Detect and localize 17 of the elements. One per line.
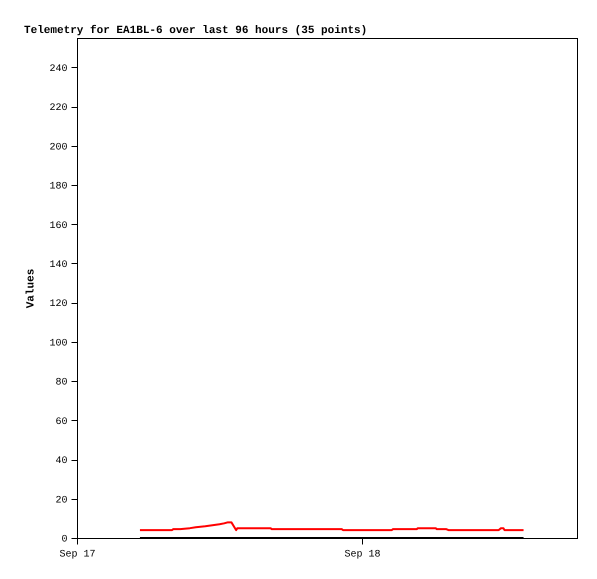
y-axis-title: Values	[25, 268, 38, 308]
y-tick-label: 120	[49, 299, 68, 310]
x-tick-label: Sep 17	[59, 550, 96, 560]
y-tick-label: 40	[55, 456, 68, 468]
y-tick-label: 200	[49, 142, 68, 154]
y-tick-label: 220	[49, 103, 68, 114]
y-tick-label: 100	[49, 338, 68, 350]
chart-title: Telemetry for EA1BL-6 over last 96 hours (35 points)	[24, 24, 368, 37]
y-tick-label: 160	[49, 220, 68, 232]
y-tick-label: 240	[49, 64, 68, 75]
y-tick-label: 180	[49, 182, 68, 193]
y-tick-label: 80	[55, 378, 68, 389]
x-tick-label: Sep 18	[344, 550, 381, 560]
y-tick-label: 140	[49, 260, 68, 271]
y-tick-label: 60	[55, 416, 68, 428]
y-tick-label: 20	[55, 495, 68, 506]
y-tick-label: 0	[61, 534, 68, 546]
